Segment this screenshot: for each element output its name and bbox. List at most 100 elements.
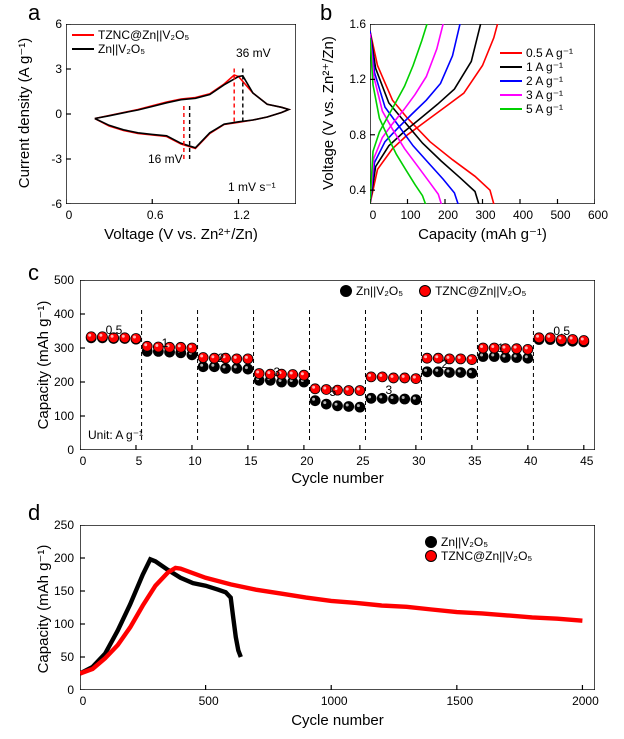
legend-a-zn: Zn||V₂O₅	[72, 42, 189, 56]
panel-d: Zn||V₂O₅ TZNC@Zn||V₂O₅	[80, 525, 595, 690]
data-point	[388, 373, 398, 383]
y-tick-label: 1.6	[336, 17, 366, 31]
panel-b: 0.5 A g⁻¹ 1 A g⁻¹ 2 A g⁻¹ 3 A g⁻¹ 5 A g⁻…	[370, 24, 595, 204]
y-tick-label: 100	[44, 409, 74, 423]
data-point	[198, 353, 208, 363]
y-tick-label: 150	[44, 584, 74, 598]
y-tick-label: 0	[32, 107, 62, 121]
x-tick-label: 1.2	[227, 208, 257, 222]
legend-a-zn-label: Zn||V₂O₅	[98, 42, 145, 56]
figure: a b c d 36 mV 16 mV 1 mV s⁻¹ TZNC@Zn||V₂…	[0, 0, 624, 739]
panel-a: 36 mV 16 mV 1 mV s⁻¹ TZNC@Zn||V₂O₅ Zn||V…	[66, 24, 296, 204]
legend-d-zn: Zn||V₂O₅	[425, 535, 532, 549]
data-point	[131, 333, 141, 343]
data-point	[333, 401, 343, 411]
y-tick-label: 250	[44, 518, 74, 532]
data-point	[288, 370, 298, 380]
panel-a-ylabel: Current density (A g⁻¹)	[15, 23, 33, 203]
data-point	[187, 343, 197, 353]
data-point	[366, 372, 376, 382]
legend-a-tznc: TZNC@Zn||V₂O₅	[72, 28, 189, 42]
y-tick-label: 0	[44, 683, 74, 697]
x-tick-label: 500	[546, 208, 576, 222]
panel-b-xlabel: Capacity (mAh g⁻¹)	[370, 225, 595, 243]
legend-line-icon	[500, 80, 522, 82]
data-point	[523, 344, 533, 354]
legend-marker-icon	[340, 285, 352, 297]
anno-scanrate: 1 mV s⁻¹	[228, 180, 276, 194]
data-point	[86, 332, 96, 342]
rate-label: 5	[330, 385, 337, 399]
data-point	[456, 367, 466, 377]
data-point	[142, 341, 152, 351]
y-tick-label: 6	[32, 17, 62, 31]
panel-a-legend: TZNC@Zn||V₂O₅ Zn||V₂O₅	[72, 28, 189, 56]
data-point	[377, 372, 387, 382]
panel-c-unit: Unit: A g⁻¹	[88, 428, 143, 442]
panel-d-legend: Zn||V₂O₅ TZNC@Zn||V₂O₅	[425, 535, 532, 563]
legend-b-3: 3 A g⁻¹	[500, 88, 573, 102]
legend-marker-icon	[425, 550, 437, 562]
series-line	[95, 75, 289, 149]
legend-b-2: 2 A g⁻¹	[500, 74, 573, 88]
legend-a-tznc-label: TZNC@Zn||V₂O₅	[98, 28, 189, 42]
x-tick-label: 1500	[445, 694, 475, 708]
x-tick-label: 40	[516, 454, 546, 468]
legend-line-icon	[500, 94, 522, 96]
legend-b-0.5: 0.5 A g⁻¹	[500, 46, 573, 60]
x-tick-label: 500	[194, 694, 224, 708]
legend-d-zn-label: Zn||V₂O₅	[441, 535, 488, 549]
legend-line-icon	[500, 52, 522, 54]
x-tick-label: 25	[348, 454, 378, 468]
x-tick-label: 600	[583, 208, 613, 222]
y-tick-label: 300	[44, 341, 74, 355]
x-tick-label: 20	[292, 454, 322, 468]
legend-c-tznc: TZNC@Zn||V₂O₅	[419, 284, 526, 298]
x-tick-label: 30	[404, 454, 434, 468]
y-tick-label: -3	[32, 152, 62, 166]
rate-label: 3	[274, 365, 281, 379]
data-point	[467, 368, 477, 378]
x-tick-label: 400	[508, 208, 538, 222]
data-point	[254, 369, 264, 379]
panel-c-ylabel: Capacity (mAh g⁻¹)	[34, 280, 52, 450]
legend-c-zn-label: Zn||V₂O₅	[356, 284, 403, 298]
rate-label: 0.5	[106, 323, 123, 337]
series-line	[370, 34, 441, 204]
data-point	[411, 374, 421, 384]
legend-marker-icon	[425, 536, 437, 548]
y-tick-label: 3	[32, 62, 62, 76]
rate-label: 0.5	[553, 324, 570, 338]
panel-c-xlabel: Cycle number	[80, 470, 595, 487]
data-point	[310, 396, 320, 406]
x-tick-label: 10	[180, 454, 210, 468]
panel-d-ylabel: Capacity (mAh g⁻¹)	[34, 524, 52, 694]
legend-b-0.5-label: 0.5 A g⁻¹	[526, 46, 573, 60]
panel-b-ylabel: Voltage (V vs. Zn²⁺/Zn)	[319, 23, 337, 203]
y-tick-label: 0.4	[336, 183, 366, 197]
legend-c-tznc-label: TZNC@Zn||V₂O₅	[435, 284, 526, 298]
data-point	[534, 333, 544, 343]
legend-line-icon	[72, 34, 94, 36]
series-line	[370, 31, 458, 204]
data-point	[232, 354, 242, 364]
legend-line-icon	[500, 66, 522, 68]
x-tick-label: 300	[471, 208, 501, 222]
y-tick-label: 200	[44, 551, 74, 565]
data-point	[355, 386, 365, 396]
legend-b-1-label: 1 A g⁻¹	[526, 60, 563, 74]
rate-label: 2	[441, 357, 448, 371]
data-point	[512, 344, 522, 354]
rate-label: 3	[385, 383, 392, 397]
data-point	[422, 367, 432, 377]
x-tick-label: 35	[460, 454, 490, 468]
legend-b-1: 1 A g⁻¹	[500, 60, 573, 74]
x-tick-label: 0.6	[140, 208, 170, 222]
data-point	[299, 370, 309, 380]
series-line	[370, 24, 443, 204]
data-point	[232, 363, 242, 373]
data-point	[344, 401, 354, 411]
panel-a-xlabel: Voltage (V vs. Zn²⁺/Zn)	[66, 225, 296, 243]
x-tick-label: 5	[124, 454, 154, 468]
panel-d-label: d	[28, 500, 40, 526]
